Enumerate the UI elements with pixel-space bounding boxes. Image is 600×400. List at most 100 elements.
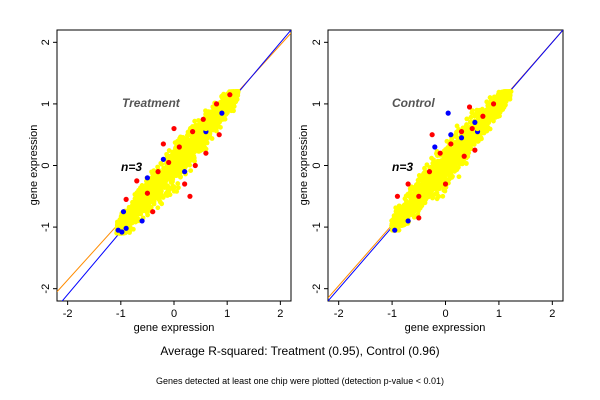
control-cloud-point (457, 159, 463, 165)
treatment-series-1-point-2 (144, 190, 151, 196)
control-cloud-point (405, 191, 411, 197)
treatment-series-2-point-3 (150, 181, 156, 187)
treatment-series-0-point-8 (219, 110, 225, 116)
control-cloud-point (440, 193, 446, 199)
control-x-tick-label: -2 (334, 308, 344, 320)
control-x-tick-label: 1 (496, 308, 502, 320)
control-x-tick-label: 2 (549, 308, 555, 320)
control-cloud-point (404, 207, 410, 213)
treatment-cloud-point (128, 219, 133, 225)
treatment-series-1-point-9 (227, 92, 233, 98)
control-cloud-point (398, 222, 404, 228)
treatment-series-0-point-3 (120, 209, 127, 215)
treatment-series-1-point-0 (123, 196, 129, 202)
treatment-cloud-point (126, 211, 132, 216)
control-cloud-point (430, 160, 436, 166)
treatment-cloud-point (224, 108, 230, 113)
treatment-y-axis: -2 -1 0 1 2 (40, 39, 57, 294)
treatment-cloud-point (160, 195, 166, 200)
treatment-cloud-point (189, 145, 194, 151)
treatment-x-tick-label: -1 (116, 308, 126, 320)
treatment-series-2-point-11 (235, 88, 241, 95)
control-series-2-point-6 (453, 150, 459, 156)
control-y-tick-label: 2 (311, 39, 323, 45)
control-series-2-point-11 (506, 88, 513, 95)
control-cloud-point (410, 212, 415, 217)
control-panel: -2 -1 0 1 2 -2 -1 0 1 2 gene expression gene exp… (298, 29, 564, 334)
control-cloud-point (440, 168, 446, 173)
control-cloud-point (485, 101, 491, 107)
control-cloud-point (446, 147, 452, 152)
treatment-series-1-point-13 (216, 132, 222, 138)
treatment-series-1-point-14 (160, 141, 166, 147)
treatment-series-2-point-6 (182, 147, 188, 153)
treatment-data-points (115, 88, 241, 235)
control-series-0-point-2 (448, 132, 454, 138)
control-cloud-point (421, 200, 427, 205)
control-series-2-point-5 (442, 162, 449, 169)
control-cloud-point (428, 193, 434, 199)
treatment-cloud-point (165, 173, 170, 179)
control-cloud-point (453, 139, 459, 145)
control-series-0-point-6 (445, 110, 451, 116)
treatment-point-cloud (114, 89, 241, 236)
treatment-y-tick-label: 1 (40, 101, 52, 107)
treatment-cloud-point (170, 167, 176, 173)
control-cloud-point (443, 176, 449, 182)
treatment-cloud-point (195, 126, 200, 132)
treatment-cloud-point (231, 97, 236, 103)
control-x-axis: -2 -1 0 1 2 (334, 301, 555, 320)
treatment-series-2-point-10 (224, 101, 230, 107)
treatment-series-2-point-0 (118, 218, 124, 224)
treatment-cloud-point (207, 117, 213, 123)
control-cloud-point (437, 172, 443, 178)
control-series-2-point-10 (496, 101, 502, 107)
treatment-series-1-point-8 (213, 101, 220, 107)
treatment-y-tick-label: -2 (40, 284, 52, 294)
treatment-cloud-point (127, 225, 133, 231)
treatment-series-1-point-15 (171, 125, 177, 132)
control-y-axis-label: gene expression (298, 125, 310, 206)
treatment-cloud-point (177, 163, 183, 169)
treatment-cloud-point (127, 230, 132, 235)
treatment-cloud-point (200, 135, 205, 141)
control-cloud-point (478, 123, 484, 128)
control-series-2-point-9 (485, 113, 491, 119)
control-series-1-point-1 (405, 181, 411, 187)
treatment-panel: -2 -1 0 1 2 -2 -1 0 1 2 gene expression gene exp… (28, 29, 292, 334)
treatment-series-0-point-9 (139, 218, 145, 224)
treatment-series-2-point-8 (203, 125, 209, 132)
control-cloud-point (412, 202, 417, 208)
control-series-1-point-12 (416, 215, 422, 221)
treatment-cloud-point (234, 93, 240, 99)
control-series-1-point-7 (469, 125, 475, 132)
control-series-2-point-0 (389, 221, 395, 227)
control-series-1-point-2 (416, 193, 422, 199)
control-cloud-point (431, 184, 437, 190)
control-cloud-point (411, 191, 417, 197)
treatment-cloud-point (174, 168, 180, 174)
control-y-tick-label: -1 (311, 222, 323, 232)
treatment-series-0-point-6 (182, 169, 188, 175)
control-cloud-point (449, 153, 455, 159)
treatment-cloud-point (206, 121, 212, 127)
treatment-series-0-point-2 (123, 225, 129, 231)
control-cloud-point (497, 113, 502, 119)
treatment-cloud-point (203, 108, 208, 114)
treatment-cloud-point (148, 204, 154, 210)
control-cloud-point (434, 164, 440, 170)
detection-footnote: Genes detected at least one chip were pl… (156, 376, 444, 386)
control-x-tick-label: 0 (442, 308, 448, 320)
control-cloud-point (396, 214, 402, 219)
control-cloud-point (393, 205, 399, 211)
control-series-0-point-5 (432, 144, 438, 150)
treatment-cloud-point (207, 110, 212, 116)
treatment-y-tick-label: -1 (40, 222, 52, 232)
treatment-cloud-point (211, 124, 217, 130)
treatment-y-axis-label: gene expression (28, 125, 40, 206)
treatment-series-1-point-17 (187, 193, 193, 199)
control-cloud-point (468, 136, 473, 142)
control-y-tick-label: -2 (311, 284, 323, 294)
control-series-1-point-6 (458, 129, 465, 135)
